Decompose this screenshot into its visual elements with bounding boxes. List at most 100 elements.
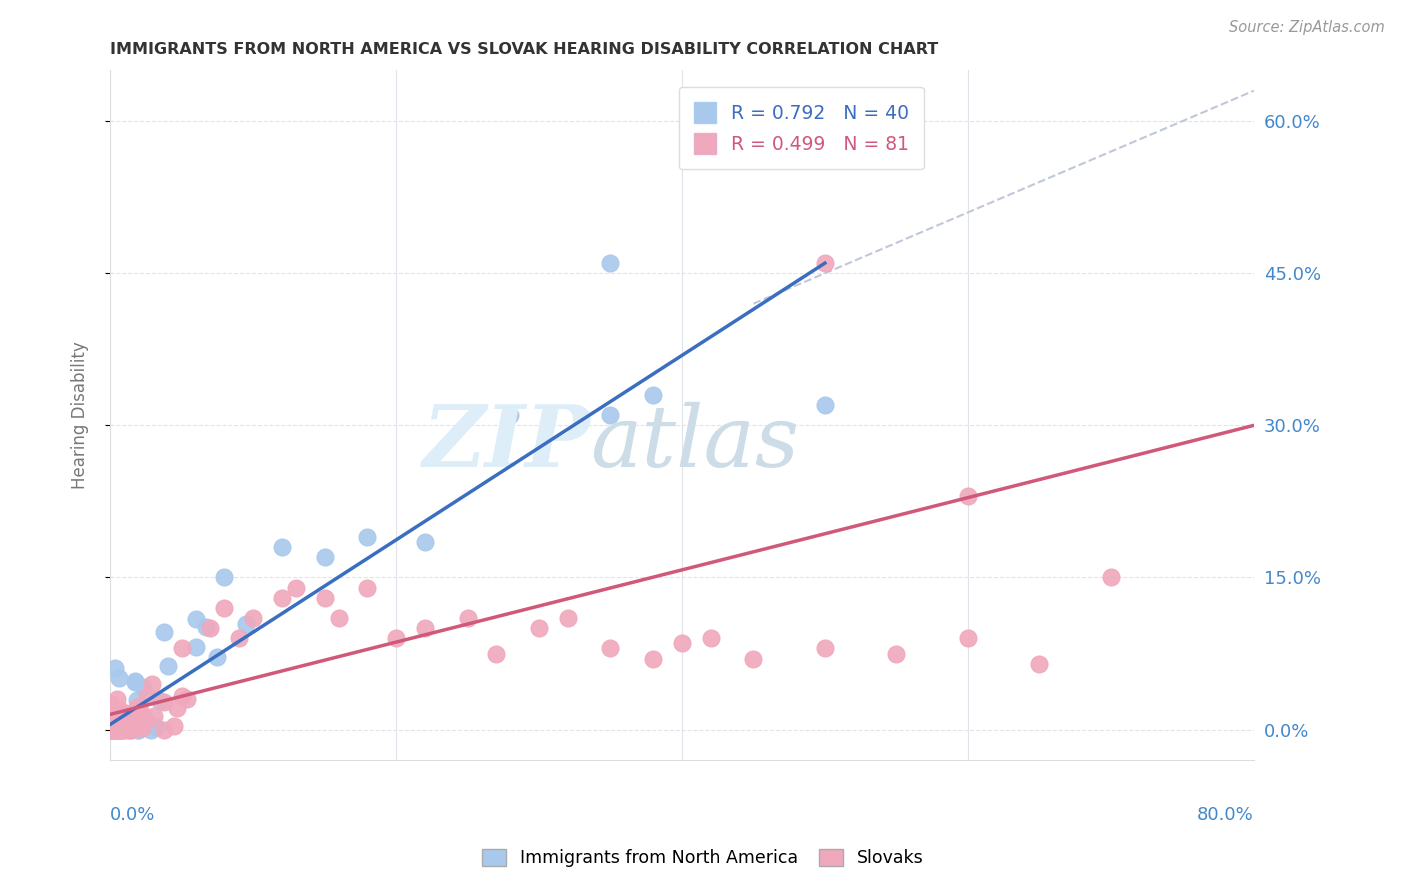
Point [135, 714, 157, 728]
Point [814, 398, 837, 412]
Point [284, 581, 307, 595]
Point [141, 677, 163, 691]
Point [121, 718, 143, 732]
Point [176, 692, 198, 706]
Point [125, 700, 148, 714]
Point [121, 713, 143, 727]
Point [157, 659, 180, 673]
Point [172, 689, 194, 703]
Text: atlas: atlas [591, 401, 800, 484]
Point [742, 651, 765, 665]
Point [112, 715, 135, 730]
Point [643, 651, 665, 665]
Point [139, 723, 162, 737]
Point [104, 723, 127, 737]
Point [385, 632, 408, 646]
Point [124, 706, 146, 721]
Text: 0.0%: 0.0% [110, 805, 156, 823]
Point [457, 611, 479, 625]
Point [128, 723, 150, 737]
Point [242, 611, 264, 625]
Point [108, 723, 131, 737]
Point [100, 697, 122, 711]
Point [314, 550, 336, 565]
Point [599, 641, 621, 656]
Point [114, 718, 136, 732]
Point [98, 723, 121, 737]
Point [107, 712, 129, 726]
Point [120, 723, 142, 737]
Point [124, 718, 146, 732]
Point [557, 611, 579, 625]
Point [131, 709, 153, 723]
Point [127, 723, 149, 737]
Point [527, 621, 550, 635]
Point [98, 723, 121, 737]
Point [101, 723, 124, 737]
Point [107, 671, 129, 685]
Point [152, 723, 174, 737]
Text: IMMIGRANTS FROM NORTH AMERICA VS SLOVAK HEARING DISABILITY CORRELATION CHART: IMMIGRANTS FROM NORTH AMERICA VS SLOVAK … [110, 42, 938, 57]
Point [228, 632, 250, 646]
Point [699, 632, 721, 646]
Point [166, 701, 188, 715]
Point [153, 695, 176, 709]
Point [124, 674, 146, 689]
Point [122, 711, 145, 725]
Point [814, 256, 837, 270]
Point [886, 647, 908, 661]
Point [214, 570, 236, 584]
Point [356, 581, 378, 595]
Point [599, 256, 621, 270]
Point [100, 714, 122, 728]
Point [149, 694, 172, 708]
Point [136, 689, 159, 703]
Point [235, 616, 257, 631]
Point [105, 715, 128, 730]
Point [105, 723, 128, 737]
Point [104, 723, 127, 737]
Point [131, 722, 153, 736]
Point [328, 611, 350, 625]
Point [127, 719, 149, 733]
Y-axis label: Hearing Disability: Hearing Disability [72, 342, 89, 489]
Point [1099, 570, 1122, 584]
Point [100, 723, 122, 737]
Point [485, 647, 508, 661]
Point [1028, 657, 1050, 671]
Point [100, 723, 122, 737]
Legend: R = 0.792   N = 40, R = 0.499   N = 81: R = 0.792 N = 40, R = 0.499 N = 81 [679, 87, 924, 169]
Point [110, 723, 132, 737]
Point [814, 641, 837, 656]
Point [108, 703, 131, 717]
Point [413, 535, 436, 549]
Point [356, 530, 378, 544]
Point [163, 719, 186, 733]
Point [194, 620, 217, 634]
Point [115, 723, 138, 737]
Point [112, 723, 135, 737]
Point [107, 723, 129, 737]
Point [101, 723, 124, 737]
Point [143, 709, 166, 723]
Point [184, 612, 207, 626]
Text: 80.0%: 80.0% [1197, 805, 1254, 823]
Point [98, 723, 121, 737]
Point [184, 640, 207, 654]
Point [120, 723, 142, 737]
Legend: Immigrants from North America, Slovaks: Immigrants from North America, Slovaks [475, 842, 931, 874]
Point [270, 591, 292, 605]
Point [207, 650, 229, 665]
Point [145, 720, 167, 734]
Point [120, 706, 142, 721]
Point [956, 632, 979, 646]
Point [599, 409, 621, 423]
Point [108, 723, 131, 737]
Point [214, 601, 236, 615]
Point [124, 674, 146, 689]
Point [100, 721, 122, 735]
Point [100, 723, 122, 737]
Point [314, 591, 336, 605]
Point [105, 721, 128, 735]
Point [105, 692, 128, 706]
